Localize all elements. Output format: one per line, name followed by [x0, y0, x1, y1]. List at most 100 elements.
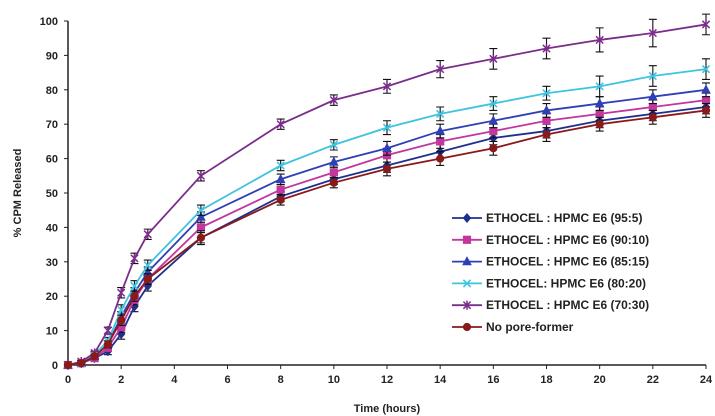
data-point [329, 156, 339, 166]
data-point [329, 140, 338, 150]
legend-marker [462, 322, 472, 332]
y-tick-label: 40 [46, 222, 58, 234]
x-ticks: 0 2 4 6 8 10 12 14 16 18 20 22 24 [65, 365, 713, 386]
data-point [595, 120, 604, 129]
data-point [196, 206, 206, 215]
x-tick-label: 0 [65, 374, 71, 386]
y-ticks: 0 10 20 30 40 50 60 70 80 90 100 [40, 16, 68, 372]
data-point [329, 168, 338, 177]
data-point [542, 89, 551, 98]
data-point [489, 54, 498, 64]
data-point [648, 91, 658, 101]
data-point [436, 154, 445, 163]
x-tick-label: 10 [328, 374, 340, 386]
data-point [196, 223, 206, 232]
data-point [436, 64, 445, 74]
data-point [276, 195, 285, 204]
data-point [63, 360, 73, 370]
data-point [276, 119, 285, 129]
data-point [143, 274, 152, 284]
legend-item: ETHOCEL : HPMC E6 (70:30) [452, 298, 649, 312]
series-6 [63, 103, 711, 370]
data-point [594, 98, 605, 108]
data-point [382, 142, 392, 152]
legend-marker [462, 213, 472, 223]
y-axis-title: % CPM Released [12, 149, 24, 238]
y-tick-label: 80 [46, 85, 58, 97]
legend-marker [462, 235, 472, 244]
data-point [103, 340, 112, 349]
y-tick-label: 50 [46, 188, 58, 200]
x-tick-label: 16 [487, 374, 499, 386]
data-point [117, 305, 126, 315]
data-point [701, 19, 711, 30]
data-point [489, 126, 498, 136]
data-point [382, 164, 392, 174]
data-point [488, 115, 499, 125]
data-point [117, 316, 126, 325]
data-point [329, 95, 338, 105]
legend-item: No pore-former [452, 320, 574, 334]
legend-label: ETHOCEL : HPMC E6 (85:15) [486, 255, 649, 269]
data-point [436, 137, 445, 146]
series-5 [63, 13, 711, 370]
x-tick-label: 22 [647, 374, 659, 386]
series-line [67, 23, 707, 366]
data-point [382, 81, 392, 91]
legend-item: ETHOCEL: HPMC E6 (80:20) [452, 276, 646, 290]
y-tick-label: 20 [46, 291, 58, 303]
data-point [196, 233, 206, 242]
x-tick-label: 2 [118, 374, 124, 386]
data-point [143, 261, 152, 270]
data-point [196, 211, 206, 221]
y-tick-label: 70 [46, 119, 58, 131]
y-tick-label: 0 [52, 360, 58, 372]
data-point [542, 116, 551, 125]
legend-label: No pore-former [486, 320, 574, 334]
data-point [77, 359, 86, 368]
legend-label: ETHOCEL : HPMC E6 (90:10) [486, 233, 649, 247]
legend-label: ETHOCEL : HPMC E6 (95:5) [486, 211, 642, 225]
data-point [196, 171, 206, 181]
data-point [701, 106, 711, 115]
data-point [275, 173, 286, 183]
series-layer [63, 13, 711, 370]
legend-marker [462, 256, 472, 266]
legend-item: ETHOCEL : HPMC E6 (95:5) [452, 211, 642, 225]
data-point [117, 288, 126, 298]
legend-marker [462, 300, 472, 310]
data-point [489, 144, 498, 153]
data-point [489, 99, 498, 108]
data-point [542, 130, 551, 139]
data-point [130, 253, 139, 263]
data-point [130, 281, 139, 291]
data-point [329, 178, 338, 187]
data-point [701, 84, 711, 94]
data-point [276, 185, 285, 194]
axes [67, 21, 706, 366]
data-point [701, 96, 711, 105]
x-tick-label: 8 [278, 374, 284, 386]
data-point [648, 71, 657, 81]
y-tick-label: 30 [46, 257, 58, 269]
x-tick-label: 24 [700, 374, 713, 386]
data-point [648, 28, 657, 38]
x-tick-label: 20 [594, 374, 606, 386]
data-point [435, 125, 445, 135]
y-tick-label: 90 [46, 50, 58, 62]
legend-label: ETHOCEL : HPMC E6 (70:30) [486, 298, 649, 312]
x-tick-label: 4 [171, 374, 178, 386]
data-point [103, 326, 113, 336]
data-point [595, 109, 604, 118]
data-point [648, 113, 657, 122]
data-point [143, 229, 152, 239]
legend-item: ETHOCEL : HPMC E6 (85:15) [452, 255, 649, 269]
x-tick-label: 6 [224, 374, 230, 386]
data-point [701, 64, 711, 74]
data-point [382, 123, 392, 132]
y-tick-label: 100 [40, 16, 58, 28]
x-axis-title: Time (hours) [354, 403, 421, 415]
legend-label: ETHOCEL: HPMC E6 (80:20) [486, 276, 646, 290]
